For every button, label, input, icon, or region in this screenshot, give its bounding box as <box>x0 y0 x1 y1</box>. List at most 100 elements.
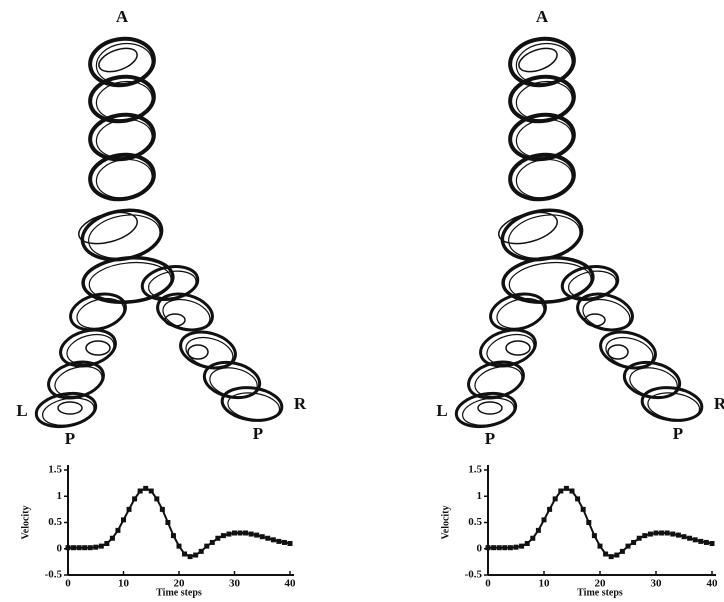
vessel-section <box>599 330 657 370</box>
y-tick-label: 0.5 <box>468 516 482 528</box>
vessel-section <box>501 255 595 305</box>
x-tick-label: 0 <box>65 578 71 590</box>
velocity-point <box>165 520 171 525</box>
velocity-point <box>215 535 221 541</box>
velocity-point <box>631 539 637 545</box>
x-tick-label: 30 <box>651 578 663 590</box>
velocity-point <box>597 543 603 549</box>
velocity-point <box>625 543 631 549</box>
velocity-point <box>281 539 287 545</box>
flow-contour <box>78 211 138 245</box>
vessel-section <box>508 152 576 202</box>
velocity-point <box>259 534 265 540</box>
vessel-section <box>508 36 576 88</box>
velocity-point <box>653 530 659 536</box>
velocity-point <box>558 488 564 494</box>
velocity-point <box>586 520 592 525</box>
label: P <box>65 429 75 448</box>
x-tick-label: 40 <box>707 578 719 590</box>
velocity-point <box>93 544 99 550</box>
flow-contour <box>164 313 186 327</box>
y-axis-label: Velocity <box>440 505 451 539</box>
velocity-point <box>491 545 497 551</box>
y-axis-label: Velocity <box>20 505 31 539</box>
y-tick-label: 1.5 <box>48 464 62 476</box>
y-tick-label: -0.5 <box>45 569 63 581</box>
velocity-point <box>115 527 121 533</box>
flow-contour <box>187 344 209 360</box>
vessel-section <box>88 152 156 202</box>
vessel-section <box>515 42 573 85</box>
x-tick-label: 30 <box>229 578 241 590</box>
vessel-section <box>567 270 617 299</box>
vessel-section <box>95 42 153 85</box>
vessel-diagram: A L R P P <box>16 7 307 448</box>
velocity-point <box>198 548 204 554</box>
vessel-section <box>508 261 592 302</box>
velocity-point <box>209 539 215 545</box>
velocity-point <box>243 530 249 536</box>
velocity-point <box>126 506 132 512</box>
vessel-section <box>185 336 234 368</box>
velocity-point <box>647 531 653 537</box>
velocity-point <box>226 531 232 537</box>
velocity-point <box>703 539 709 545</box>
velocity-point <box>507 545 513 551</box>
label: L <box>436 401 447 420</box>
velocity-point <box>698 538 704 544</box>
vessel-section <box>622 360 682 400</box>
x-axis-label: Time steps <box>156 587 202 598</box>
velocity-point <box>104 541 110 546</box>
velocity-point <box>675 532 681 538</box>
velocity-point <box>109 535 115 541</box>
vessel-section <box>462 397 515 426</box>
velocity-point <box>619 548 625 554</box>
vessel-section <box>147 270 197 299</box>
velocity-point <box>121 517 126 523</box>
velocity-point <box>137 488 143 494</box>
vessel-section <box>605 336 654 368</box>
velocity-point <box>580 506 586 512</box>
velocity-point <box>642 533 648 539</box>
velocity-point <box>541 517 547 523</box>
velocity-point <box>513 544 519 550</box>
x-axis-label: Time steps <box>577 587 623 598</box>
velocity-point <box>176 543 182 549</box>
velocity-point <box>276 538 282 544</box>
vessel-section <box>42 397 95 426</box>
velocity-point <box>254 532 260 538</box>
velocity-point <box>232 530 237 536</box>
y-tick-label: 1 <box>477 490 483 502</box>
vessel-section <box>179 330 237 370</box>
label: L <box>16 401 27 420</box>
velocity-point <box>496 545 502 551</box>
flow-contour <box>98 47 138 73</box>
vessel-section <box>156 292 214 332</box>
velocity-point <box>193 552 199 558</box>
velocity-point <box>82 545 88 551</box>
vessel-section <box>560 265 620 301</box>
vessel-section <box>508 112 576 162</box>
velocity-point <box>709 541 715 546</box>
vessel-section <box>647 392 701 421</box>
velocity-point <box>159 506 165 512</box>
label: P <box>673 424 683 443</box>
velocity-point <box>170 533 176 539</box>
vessel-section <box>81 255 175 305</box>
velocity-point <box>204 543 210 549</box>
vessel-section <box>515 158 573 199</box>
velocity-point <box>519 543 525 549</box>
vessel-section <box>162 298 211 330</box>
velocity-point <box>182 551 188 557</box>
x-tick-label: 20 <box>174 578 186 590</box>
velocity-point <box>659 530 665 536</box>
velocity-point <box>636 535 642 541</box>
vessel-section <box>640 386 704 422</box>
velocity-point <box>287 541 293 546</box>
y-tick-label: 1.5 <box>468 464 482 476</box>
y-tick-label: 0.5 <box>48 516 62 528</box>
velocity-point <box>220 533 226 539</box>
vessel-section <box>202 360 262 400</box>
